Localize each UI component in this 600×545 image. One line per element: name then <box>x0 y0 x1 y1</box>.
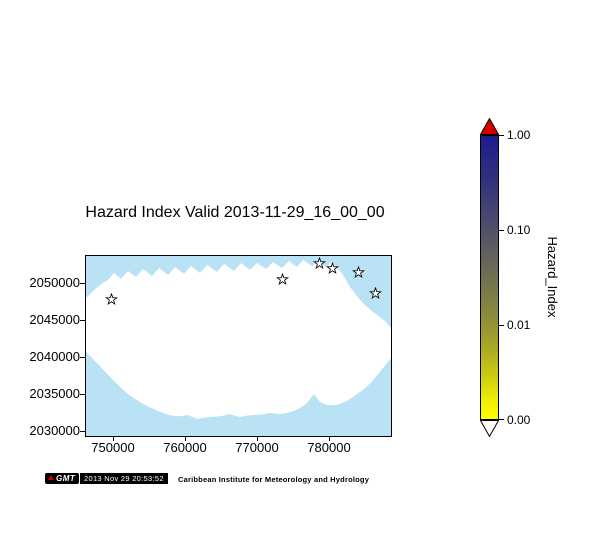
colorbar-tick-label: 0.10 <box>507 223 531 237</box>
map-frame <box>85 255 392 437</box>
timestamp-badge: 2013 Nov 29 20:53:52 <box>80 473 168 484</box>
x-axis-tick <box>185 436 186 441</box>
colorbar-tick <box>499 325 504 326</box>
page-title: Hazard Index Valid 2013-11-29_16_00_00 <box>85 204 385 221</box>
x-axis-tick-label: 780000 <box>307 440 351 455</box>
map-canvas <box>86 256 391 436</box>
y-axis-tick-label: 2050000 <box>29 275 80 290</box>
y-axis-tick-label: 2035000 <box>29 386 80 401</box>
x-axis-tick <box>329 436 330 441</box>
station-star-icon <box>312 256 326 269</box>
colorbar-over-arrow <box>480 118 499 135</box>
gmt-logo-red-triangle-icon <box>48 475 54 480</box>
y-axis-tick-label: 2030000 <box>29 423 80 438</box>
colorbar-tick-label: 0.00 <box>507 413 531 427</box>
station-star-icon <box>325 261 339 274</box>
gmt-logo: GMT <box>45 473 80 484</box>
gmt-logo-text: GMT <box>56 474 76 483</box>
island-landmass <box>86 260 391 419</box>
credit-text: Caribbean Institute for Meteorology and … <box>178 475 370 484</box>
x-axis-tick-label: 750000 <box>91 440 135 455</box>
station-star-icon <box>368 286 382 299</box>
y-axis-tick <box>80 357 85 358</box>
colorbar-tick <box>499 230 504 231</box>
y-axis-tick <box>80 320 85 321</box>
y-axis-tick-label: 2045000 <box>29 312 80 327</box>
y-axis-tick <box>80 394 85 395</box>
y-axis-tick <box>80 283 85 284</box>
colorbar-tick <box>499 419 504 420</box>
colorbar-under-arrow <box>480 420 499 437</box>
y-axis-tick-label: 2040000 <box>29 349 80 364</box>
station-star-icon <box>104 292 118 305</box>
station-star-icon <box>275 272 289 285</box>
station-star-icon <box>352 265 366 278</box>
x-axis-tick-label: 770000 <box>235 440 279 455</box>
colorbar-axis-label: Hazard_Index <box>545 236 560 318</box>
stations-layer <box>86 256 391 436</box>
colorbar-tick <box>499 135 504 136</box>
colorbar-gradient <box>480 135 499 420</box>
x-axis-tick <box>113 436 114 441</box>
colorbar-tick-label: 0.01 <box>507 318 531 332</box>
y-axis-tick <box>80 431 85 432</box>
colorbar-tick-label: 1.00 <box>507 128 531 142</box>
x-axis-tick <box>257 436 258 441</box>
x-axis-tick-label: 760000 <box>163 440 207 455</box>
